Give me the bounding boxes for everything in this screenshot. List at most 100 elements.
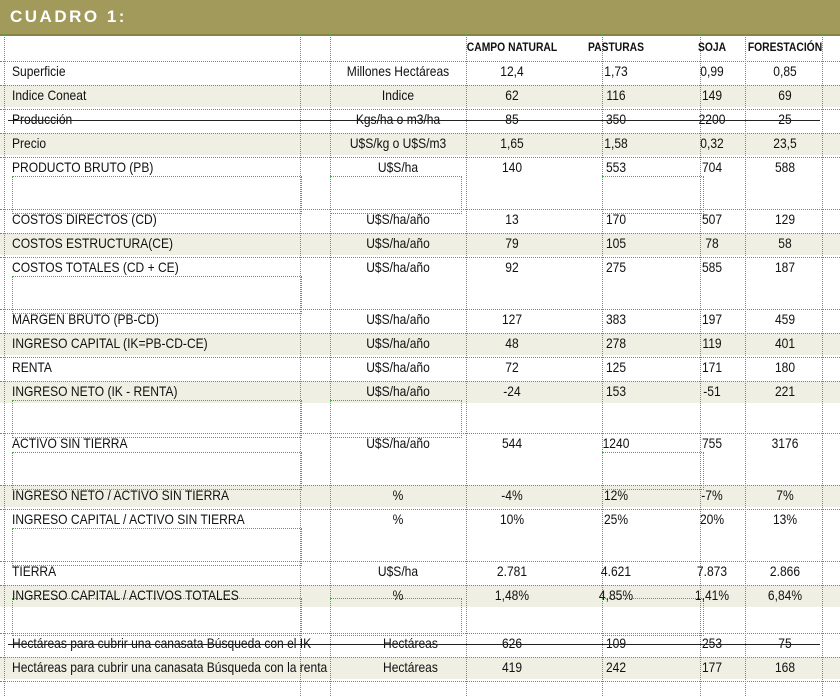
row-shading [0,333,840,355]
row-label: ACTIVO SIN TIERRA [12,435,128,451]
row-label: Hectáreas para cubrir una canasata Búsqu… [12,635,312,651]
grid-box [330,176,462,214]
cell-value: 253 [701,635,723,651]
row-unit: Hectáreas [383,659,438,675]
row-label: RENTA [12,359,52,375]
cell-value: 1,58 [604,135,628,151]
cell-value: 78 [705,235,719,251]
row-label: INGRESO CAPITAL / ACTIVOS TOTALES [12,587,239,603]
row-label: INGRESO NETO / ACTIVO SIN TIERRA [12,487,229,503]
grid-line-vertical [330,34,331,696]
cell-value: -4% [501,487,523,503]
cell-value: 0,85 [773,63,797,79]
grid-box [12,276,302,314]
cell-value: 25% [603,511,629,527]
cell-value: -7% [701,487,723,503]
cell-value: 755 [701,435,723,451]
cell-value: 170 [605,211,627,227]
row-label: COSTOS ESTRUCTURA(CE) [12,235,173,251]
grid-box [12,598,302,636]
row-unit: Kgs/ha o m3/ha [355,111,441,127]
row-label: INGRESO CAPITAL / ACTIVO SIN TIERRA [12,511,245,527]
grid-line-horizontal [0,433,840,434]
cell-value: 2.781 [496,563,528,579]
grid-line-horizontal [0,633,840,634]
row-label: INGRESO CAPITAL (IK=PB-CD-CE) [12,335,208,351]
grid-line-horizontal [0,585,840,586]
cell-value: 459 [774,311,796,327]
row-unit: % [392,511,404,527]
row-unit: Millones Hectáreas [346,63,450,79]
cell-value: 383 [605,311,627,327]
row-unit: Indice [381,87,415,103]
row-label: MARGEN BRUTO (PB-CD) [12,311,159,327]
cell-value: 4.621 [600,563,632,579]
row-unit: U$S/ha/año [366,383,430,399]
row-unit: U$S/ha [377,563,419,579]
row-label: Hectáreas para cubrir una canasata Búsqu… [12,659,328,675]
grid-line-horizontal [0,381,840,382]
cell-value: 507 [701,211,723,227]
grid-line-horizontal [0,509,840,510]
grid-line-vertical [822,34,823,696]
cell-value: 12% [603,487,629,503]
row-unit: Hectáreas [383,635,438,651]
cell-value: -51 [703,383,721,399]
cell-value: 109 [605,635,627,651]
row-shading [0,657,840,679]
cell-value: 6,84% [767,587,803,603]
row-unit: U$S/ha/año [366,259,430,275]
cell-value: 221 [774,383,796,399]
cell-value: 20% [699,511,725,527]
cell-value: 12,4 [500,63,524,79]
cell-value: 242 [605,659,627,675]
cell-value: 278 [605,335,627,351]
cell-value: 585 [701,259,723,275]
row-label: COSTOS TOTALES (CD + CE) [12,259,179,275]
cell-value: 75 [778,635,792,651]
grid-line-horizontal [0,61,840,62]
cell-value: 419 [501,659,523,675]
row-label: Precio [12,135,47,151]
grid-line-horizontal [0,309,840,310]
column-header: PASTURAS [587,40,645,54]
row-unit: U$S/ha/año [366,311,430,327]
cell-value: 0,32 [700,135,724,151]
row-unit: % [392,487,404,503]
cell-value: 129 [774,211,796,227]
grid-line-horizontal [0,333,840,334]
grid-line-horizontal [0,657,840,658]
grid-box [330,400,462,438]
row-label: Indice Coneat [12,87,87,103]
cell-value: 350 [605,111,627,127]
grid-line-horizontal [0,157,840,158]
cell-value: 13 [505,211,519,227]
cell-value: 69 [778,87,792,103]
cell-value: 25 [778,111,792,127]
row-label: PRODUCTO BRUTO (PB) [12,159,154,175]
grid-line-vertical [300,34,301,696]
cell-value: 7% [776,487,794,503]
grid-line-vertical [700,34,701,696]
cell-value: 1,48% [494,587,530,603]
grid-line-vertical [466,34,467,696]
grid-line-vertical [602,34,603,696]
cell-value: 1240 [602,435,630,451]
cell-value: 197 [701,311,723,327]
row-unit: U$S/kg o U$S/m3 [349,135,447,151]
column-header: CAMPO NATURAL [466,40,558,54]
row-unit: U$S/ha/año [366,359,430,375]
cell-value: 140 [501,159,523,175]
cell-value: 1,41% [694,587,730,603]
row-unit: U$S/ha/año [366,435,430,451]
cell-value: 119 [702,335,722,351]
grid-box [330,598,462,636]
strike-rule [8,120,820,121]
cell-value: 171 [701,359,723,375]
cell-value: 48 [505,335,519,351]
cell-value: 23,5 [773,135,797,151]
row-unit: U$S/ha [377,159,419,175]
row-label: COSTOS DIRECTOS (CD) [12,211,157,227]
cell-value: 4,85% [598,587,634,603]
row-shading [0,585,840,607]
